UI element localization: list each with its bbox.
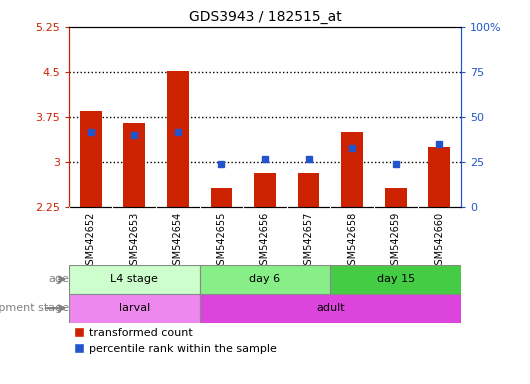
Legend: transformed count, percentile rank within the sample: transformed count, percentile rank withi…	[74, 328, 277, 354]
Text: GSM542659: GSM542659	[391, 212, 401, 271]
Text: GSM542658: GSM542658	[347, 212, 357, 271]
Text: age: age	[48, 274, 69, 285]
Bar	[123, 123, 145, 207]
Text: GSM542656: GSM542656	[260, 212, 270, 271]
Bar	[254, 173, 276, 207]
Text: day 15: day 15	[377, 274, 415, 285]
Text: L4 stage: L4 stage	[110, 274, 158, 285]
Text: larval: larval	[119, 303, 150, 313]
Bar	[210, 187, 232, 207]
Text: day 6: day 6	[250, 274, 280, 285]
Bar	[200, 294, 461, 323]
Text: GSM542654: GSM542654	[173, 212, 183, 271]
Bar	[341, 132, 363, 207]
Title: GDS3943 / 182515_at: GDS3943 / 182515_at	[189, 10, 341, 25]
Text: GSM542660: GSM542660	[434, 212, 444, 271]
Text: development stage: development stage	[0, 303, 69, 313]
Text: GSM542657: GSM542657	[304, 212, 314, 271]
Text: GSM542653: GSM542653	[129, 212, 139, 271]
Text: adult: adult	[316, 303, 344, 313]
Bar	[167, 71, 189, 207]
Bar	[330, 265, 461, 294]
Bar	[200, 265, 330, 294]
Bar	[69, 294, 200, 323]
Bar	[385, 187, 407, 207]
Text: GSM542652: GSM542652	[86, 212, 96, 271]
Bar	[428, 147, 450, 207]
Bar	[80, 111, 102, 207]
Text: GSM542655: GSM542655	[216, 212, 226, 271]
Bar	[298, 173, 320, 207]
Bar	[69, 265, 200, 294]
